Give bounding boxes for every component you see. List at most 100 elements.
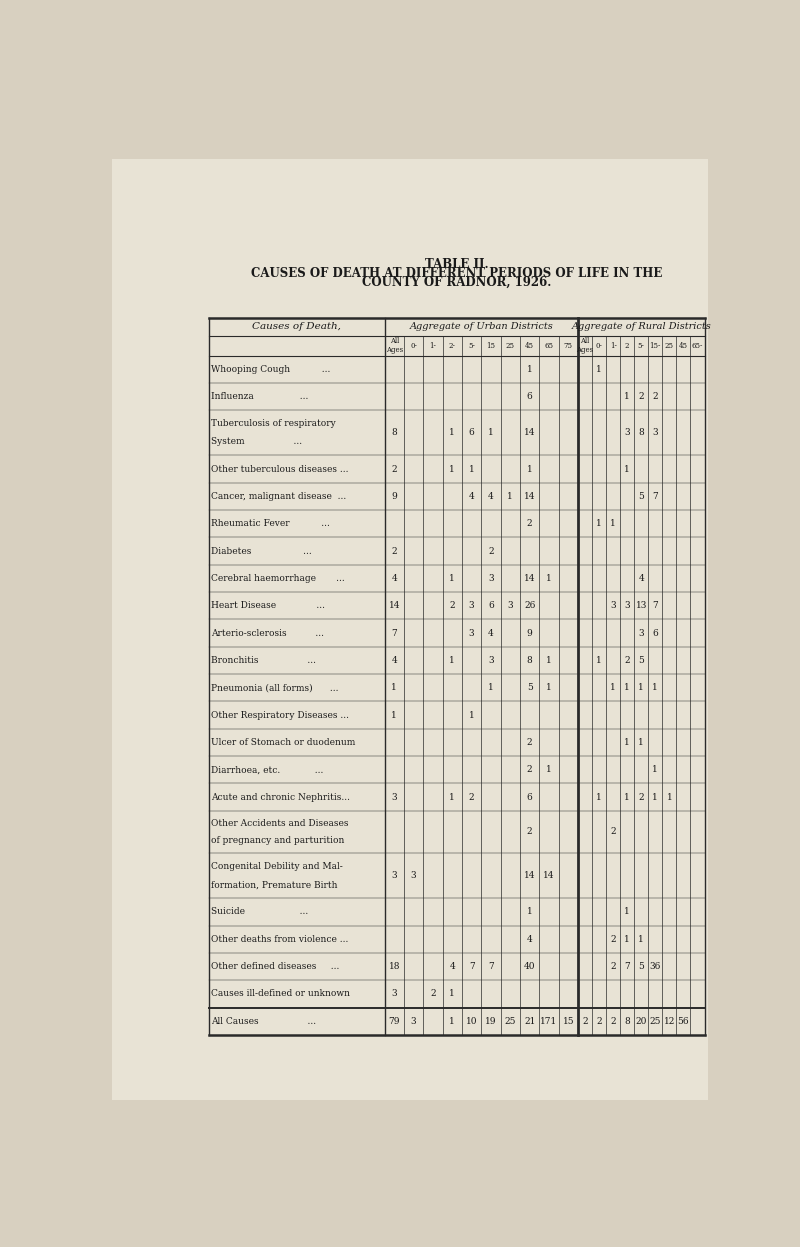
Text: 3: 3	[410, 1016, 417, 1026]
Text: Arterio-sclerosis          ...: Arterio-sclerosis ...	[211, 628, 324, 637]
Text: 1: 1	[488, 429, 494, 438]
Text: 7: 7	[488, 963, 494, 971]
Text: Ulcer of Stomach or duodenum: Ulcer of Stomach or duodenum	[211, 738, 355, 747]
Text: 8: 8	[526, 656, 533, 665]
Text: 25: 25	[650, 1016, 661, 1026]
Text: 7: 7	[624, 963, 630, 971]
Text: 1: 1	[666, 793, 672, 802]
Text: 6: 6	[488, 601, 494, 610]
Text: 25: 25	[665, 342, 674, 349]
Text: 2-: 2-	[449, 342, 456, 349]
Text: Influenza                ...: Influenza ...	[211, 393, 308, 402]
Text: Diarrhoea, etc.            ...: Diarrhoea, etc. ...	[211, 766, 323, 774]
Text: 2: 2	[610, 1016, 616, 1026]
Text: 3: 3	[469, 628, 474, 637]
Text: System                 ...: System ...	[211, 438, 302, 446]
Text: 2: 2	[638, 793, 644, 802]
Text: 3: 3	[610, 601, 616, 610]
Text: Cerebral haemorrhage       ...: Cerebral haemorrhage ...	[211, 574, 345, 582]
Text: 1: 1	[391, 711, 397, 720]
Text: 1: 1	[450, 574, 455, 582]
Text: 65: 65	[545, 342, 554, 349]
Text: 3: 3	[410, 872, 417, 880]
Text: 4: 4	[526, 935, 533, 944]
Text: 14: 14	[524, 493, 535, 501]
Text: Heart Disease              ...: Heart Disease ...	[211, 601, 325, 610]
Text: 3: 3	[488, 656, 494, 665]
Text: 26: 26	[524, 601, 535, 610]
Text: 1: 1	[624, 738, 630, 747]
Text: Other defined diseases     ...: Other defined diseases ...	[211, 963, 339, 971]
Text: 4: 4	[391, 656, 397, 665]
Text: Bronchitis                 ...: Bronchitis ...	[211, 656, 316, 665]
Text: 56: 56	[678, 1016, 690, 1026]
Text: 6: 6	[526, 793, 533, 802]
Text: 1: 1	[624, 908, 630, 917]
Text: Aggregate of Urban Districts: Aggregate of Urban Districts	[410, 322, 553, 332]
Text: 5: 5	[638, 656, 644, 665]
Text: 79: 79	[389, 1016, 400, 1026]
Text: Cancer, malignant disease  ...: Cancer, malignant disease ...	[211, 493, 346, 501]
Text: Diabetes                  ...: Diabetes ...	[211, 546, 312, 556]
Text: 2: 2	[653, 393, 658, 402]
Text: 7: 7	[653, 601, 658, 610]
Text: 25: 25	[505, 1016, 516, 1026]
Text: 1: 1	[653, 683, 658, 692]
Text: 1: 1	[450, 1016, 455, 1026]
Text: CAUSES OF DEATH AT DIFFERENT PERIODS OF LIFE IN THE: CAUSES OF DEATH AT DIFFERENT PERIODS OF …	[251, 267, 662, 281]
Text: 4: 4	[450, 963, 455, 971]
Text: Rheumatic Fever           ...: Rheumatic Fever ...	[211, 519, 330, 529]
Text: 2: 2	[391, 546, 397, 556]
Text: 1: 1	[610, 683, 616, 692]
Text: 1: 1	[488, 683, 494, 692]
Text: 15-: 15-	[650, 342, 661, 349]
Text: 2: 2	[430, 989, 436, 999]
Text: 3: 3	[638, 628, 644, 637]
Text: Pneumonia (all forms)      ...: Pneumonia (all forms) ...	[211, 683, 338, 692]
Text: 9: 9	[391, 493, 397, 501]
Text: 6: 6	[526, 393, 533, 402]
Text: 13: 13	[635, 601, 647, 610]
Text: Whooping Cough           ...: Whooping Cough ...	[211, 365, 330, 374]
Text: 4: 4	[488, 628, 494, 637]
Text: Aggregate of Rural Districts: Aggregate of Rural Districts	[571, 322, 711, 332]
Text: 1: 1	[624, 465, 630, 474]
Text: 2: 2	[527, 738, 533, 747]
Text: 3: 3	[391, 793, 397, 802]
Text: 1: 1	[450, 429, 455, 438]
Text: 171: 171	[540, 1016, 558, 1026]
Text: 5-: 5-	[638, 342, 645, 349]
Text: 4: 4	[469, 493, 474, 501]
Text: 5: 5	[638, 963, 644, 971]
Text: 1: 1	[653, 793, 658, 802]
Text: 2: 2	[527, 766, 533, 774]
Text: 1: 1	[450, 656, 455, 665]
Text: 1: 1	[469, 711, 474, 720]
Text: 2: 2	[450, 601, 455, 610]
Text: 3: 3	[624, 429, 630, 438]
Text: 4: 4	[488, 493, 494, 501]
Text: 1: 1	[546, 656, 552, 665]
Text: 1: 1	[596, 793, 602, 802]
Text: 2: 2	[610, 828, 616, 837]
Text: 1-: 1-	[610, 342, 617, 349]
Text: All
Ages: All Ages	[386, 338, 403, 354]
Text: 14: 14	[524, 574, 535, 582]
Text: 3: 3	[488, 574, 494, 582]
Text: 65-: 65-	[692, 342, 703, 349]
Text: 1: 1	[450, 793, 455, 802]
Text: 45: 45	[525, 342, 534, 349]
Text: 14: 14	[524, 429, 535, 438]
Text: 1: 1	[596, 656, 602, 665]
Text: 7: 7	[391, 628, 397, 637]
Text: 1: 1	[624, 683, 630, 692]
Text: 3: 3	[507, 601, 513, 610]
Text: Other Accidents and Diseases: Other Accidents and Diseases	[211, 819, 349, 828]
Text: 2: 2	[391, 465, 397, 474]
Text: 4: 4	[638, 574, 644, 582]
Text: TABLE II.: TABLE II.	[425, 258, 488, 272]
Text: Other Respiratory Diseases ...: Other Respiratory Diseases ...	[211, 711, 349, 720]
Text: Other tuberculous diseases ...: Other tuberculous diseases ...	[211, 465, 349, 474]
Text: 1: 1	[638, 683, 644, 692]
Text: formation, Premature Birth: formation, Premature Birth	[211, 880, 338, 889]
